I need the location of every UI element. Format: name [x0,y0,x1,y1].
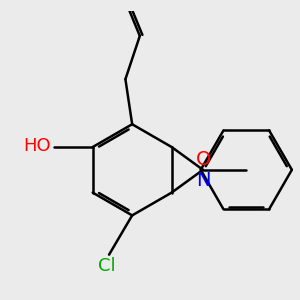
Text: O: O [196,150,212,169]
Text: N: N [196,171,210,190]
Text: HO: HO [23,137,51,155]
Text: Cl: Cl [98,257,116,275]
